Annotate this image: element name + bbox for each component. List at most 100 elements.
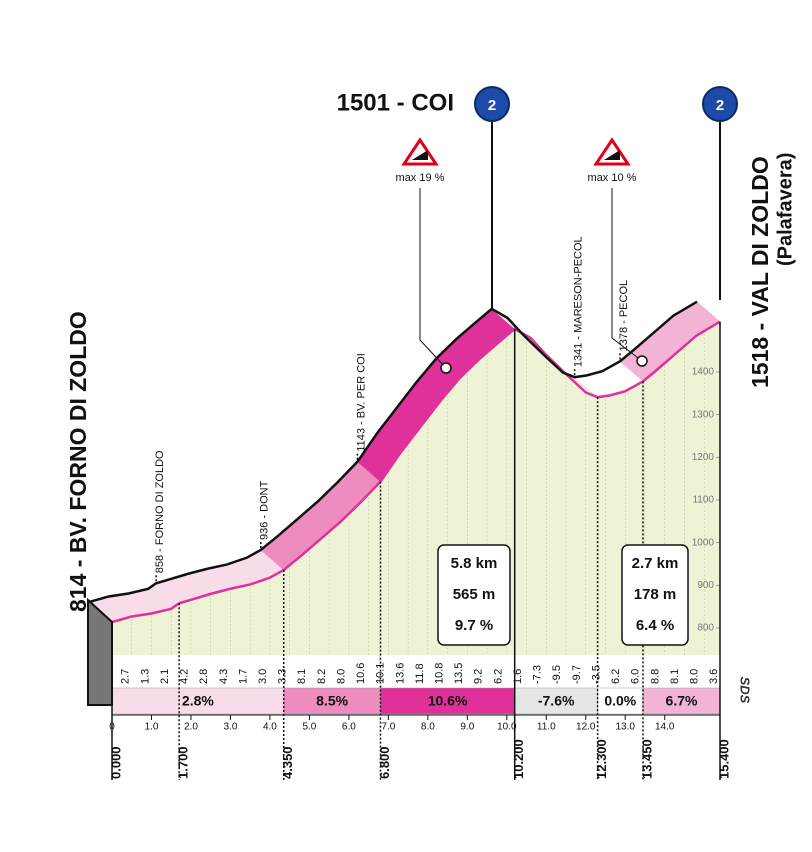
y-tick-label: 1300 [692,409,715,420]
km-gradient: 8.0 [335,669,347,684]
waypoint-label: 858 - FORNO DI ZOLDO [154,450,166,573]
profile-fill [112,321,720,655]
segment-bar [380,687,515,715]
segment-bar [597,687,644,715]
km-gradient: 8.8 [649,669,661,684]
kom-badge: 2 [702,86,738,122]
segment-bar [283,687,381,715]
y-tick-label: 900 [697,580,714,591]
km-gradient: 8.1 [669,669,681,684]
start-label: 814 - BV. FORNO DI ZOLDO [65,311,91,612]
segment-grade: -7.6% [538,693,575,709]
segment-grade: 2.8% [182,693,214,709]
profile-top-line [88,300,698,604]
climb-name: 1501 - COI [337,89,454,116]
max-gradient-sign: max 19 % [396,137,452,374]
climb-stat: 565 m [453,586,496,603]
waypoint-km: 15.400 [716,739,731,779]
waypoint-label: 1143 - BV. PER COI [355,353,367,451]
max-gradient: max 19 % [396,172,445,184]
waypoint-label: 1378 - PECOL [618,280,630,352]
waypoint-km: 4.350 [280,746,295,779]
x-tick-label: 1.0 [145,722,159,733]
waypoint-km: 6.800 [377,746,392,779]
km-gradient: 10.8 [434,663,446,684]
x-tick-label: 4.0 [263,722,277,733]
segment-bar [642,687,721,715]
climb-stat: 9.7 % [455,617,493,634]
km-gradient: 2.8 [198,669,210,684]
segment-grade: 6.7% [666,693,698,709]
x-tick-label: 2.0 [184,722,198,733]
profile-band [88,300,721,624]
km-gradient: 3.0 [257,669,269,684]
waypoint-label: 1341 - MARESON-PECOL [573,236,585,367]
waypoint-km: 13.450 [639,739,654,779]
y-tick-label: 1200 [692,452,715,463]
x-tick-label: 11.0 [537,722,556,733]
x-tick-label: 8.0 [421,722,435,733]
x-tick-label: 12.0 [576,722,596,733]
km-gradient: 10.6 [355,663,367,684]
km-gradient: -3.5 [590,665,602,684]
climb-stat: 5.8 km [451,555,498,572]
waypoint-km: 0.000 [108,746,123,779]
climb-box: 5.8 km 565 m 9.7 % [437,544,511,646]
waypoint-km: 10.200 [511,739,526,779]
y-tick-label: 1000 [692,537,715,548]
finish-label: 1518 - VAL DI ZOLDO [747,156,773,388]
x-tick-label: 6.0 [342,722,356,733]
km-gradient: 8.1 [296,669,308,684]
km-gradient: 1.7 [237,669,249,684]
profile-line [111,320,721,624]
x-tick-label: 13.0 [616,722,636,733]
finish-sublabel: (Palafavera) [774,153,796,266]
km-gradient: 6.2 [492,669,504,684]
km-gradient: 2.7 [120,669,132,684]
km-gradient: 8.2 [316,669,328,684]
km-gradient: 9.2 [473,669,485,684]
climb-stat: 178 m [634,586,677,603]
km-gradient: 4.2 [179,669,191,684]
segment-grade: 0.0% [604,693,636,709]
km-gradient: 3.3 [277,669,289,684]
badge-label: 2 [488,97,496,114]
climb-box: 2.7 km 178 m 6.4 % [621,544,689,646]
km-gradient: 10.1 [375,663,387,684]
km-gradient: 8.0 [688,669,700,684]
waypoint-km: 12.300 [594,739,609,779]
start-block [87,597,113,706]
waypoint-km: 1.700 [176,746,191,779]
y-tick-label: 1400 [692,367,715,378]
x-tick-label: 5.0 [302,722,316,733]
km-gradient: 6.2 [610,669,622,684]
y-tick-label: 1100 [692,495,714,506]
km-gradient: 13.6 [394,663,406,684]
x-tick-label: 7.0 [381,722,395,733]
x-tick-label: 9.0 [460,722,474,733]
segment-grade: 10.6% [428,693,468,709]
km-gradient: 6.0 [630,669,642,684]
max-gradient: max 10 % [588,172,637,184]
climb-stat: 2.7 km [632,555,679,572]
km-gradient: -7.3 [532,665,544,684]
km-gradient: -9.5 [551,665,563,684]
segment-bar [111,687,284,715]
x-tick-label: 3.0 [223,722,237,733]
km-gradient: 1.3 [139,669,151,684]
logo: SDS [738,677,753,704]
gradient-row [112,655,720,685]
km-gradient: -9.7 [571,665,583,684]
y-tick-label: 800 [697,623,714,634]
profile-annotations: 800 900 1000 1100 1200 1300 1400 2.7 1.3 2.1 4.2 2.… [108,236,731,780]
badge-label: 2 [716,97,724,114]
kom-badge: 2 [474,86,510,122]
max-gradient-sign: max 10 % [588,137,648,367]
segment-grade: 8.5% [316,693,348,709]
km-gradient: 3.6 [708,669,720,684]
km-gradient: 13.5 [453,663,465,684]
km-gradient: 2.1 [159,669,171,684]
waypoint-label: 936 - DONT [259,480,271,540]
x-tick-label: 14.0 [655,722,675,733]
